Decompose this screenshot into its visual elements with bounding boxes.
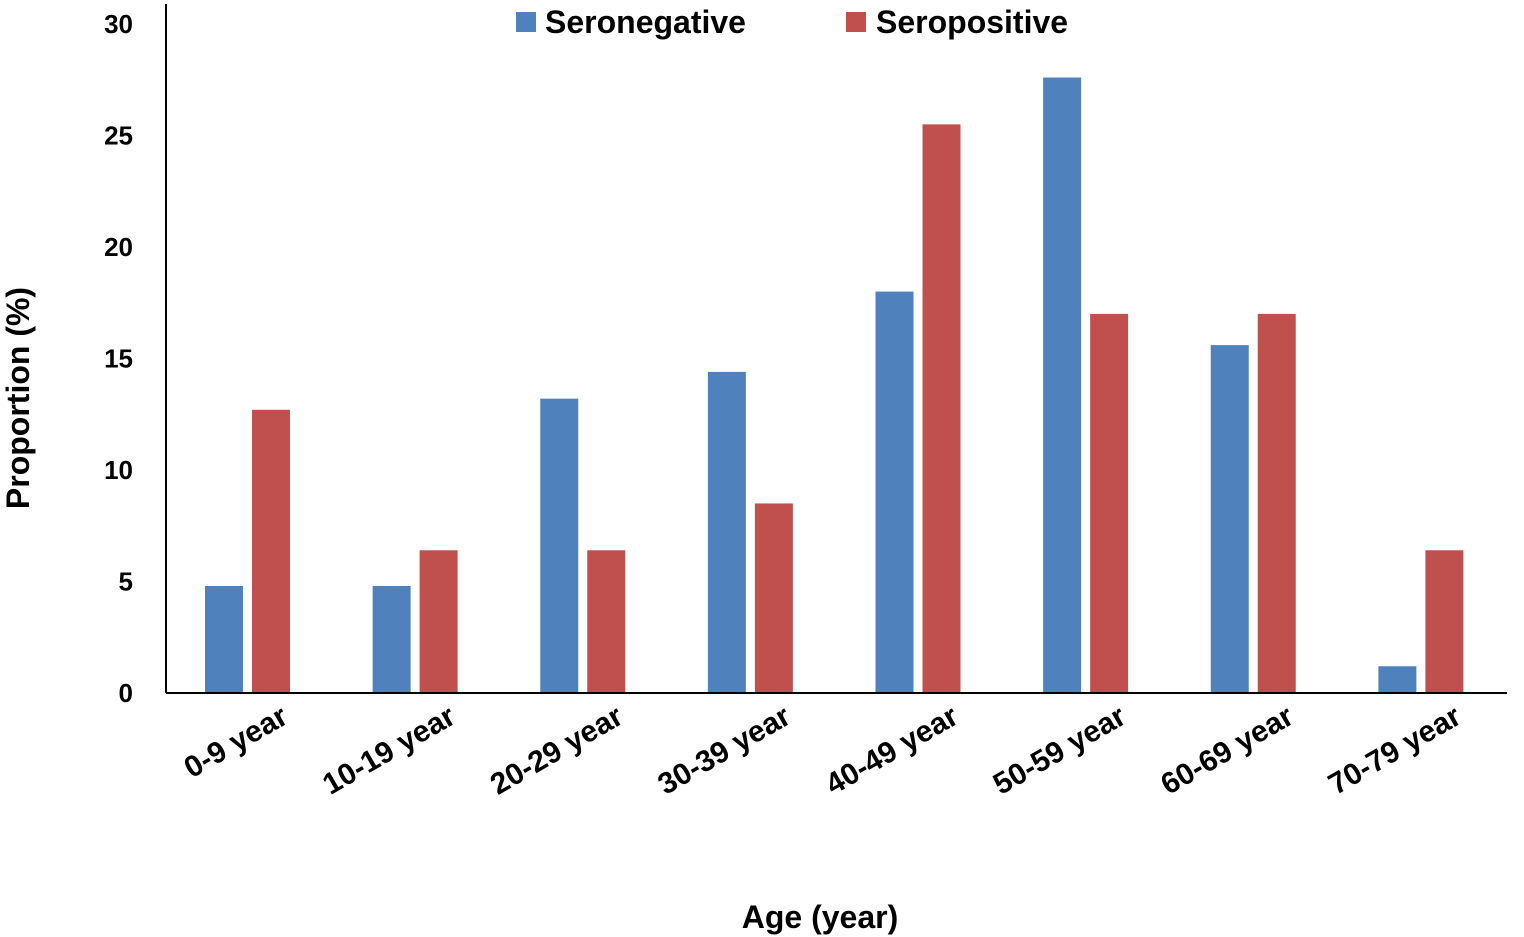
bar-seropositive-1 [419, 550, 458, 693]
bars [205, 77, 1464, 694]
y-axis-ticks: 0 5 10 15 20 25 30 [104, 9, 133, 708]
x-tick-label: 10-19 year [317, 699, 461, 801]
y-tick-label: 30 [104, 9, 133, 39]
legend-label-seronegative: Seronegative [545, 4, 746, 40]
bar-seropositive-6 [1257, 313, 1296, 693]
x-axis-ticks: 0-9 year 10-19 year 20-29 year 30-39 year 40… [179, 699, 1467, 801]
y-tick-label: 25 [104, 121, 133, 151]
bar-seronegative-4 [875, 291, 914, 693]
x-tick-label: 50-59 year [988, 699, 1132, 801]
x-tick-label: 40-49 year [820, 699, 964, 801]
y-tick-label: 5 [119, 567, 133, 597]
legend: Seronegative Seropositive [516, 4, 1068, 40]
x-tick-label: 20-29 year [485, 699, 629, 801]
bar-seronegative-1 [372, 585, 411, 693]
y-tick-label: 10 [104, 455, 133, 485]
y-tick-label: 0 [119, 678, 133, 708]
bar-seropositive-2 [587, 550, 626, 693]
bar-seropositive-0 [252, 409, 290, 693]
bar-seronegative-6 [1210, 345, 1249, 693]
legend-label-seropositive: Seropositive [876, 4, 1068, 40]
bar-seropositive-3 [754, 503, 793, 693]
x-tick-label: 70-79 year [1323, 699, 1467, 801]
x-tick-label: 30-39 year [653, 699, 797, 801]
bar-seronegative-2 [540, 398, 579, 693]
bar-seronegative-7 [1378, 666, 1417, 693]
bar-seronegative-0 [205, 585, 243, 693]
legend-swatch-seronegative [516, 12, 536, 32]
bar-seropositive-5 [1090, 313, 1129, 693]
x-tick-label: 0-9 year [179, 699, 294, 784]
bar-seropositive-4 [922, 124, 961, 694]
x-axis-title: Age (year) [742, 899, 899, 935]
y-tick-label: 20 [104, 232, 133, 262]
bar-seronegative-5 [1043, 77, 1082, 693]
y-axis-title: Proportion (%) [0, 287, 36, 509]
bar-seronegative-3 [707, 371, 746, 693]
y-tick-label: 15 [104, 344, 133, 374]
x-tick-label: 60-69 year [1155, 699, 1299, 801]
legend-swatch-seropositive [846, 12, 866, 32]
bar-seropositive-7 [1425, 550, 1464, 693]
